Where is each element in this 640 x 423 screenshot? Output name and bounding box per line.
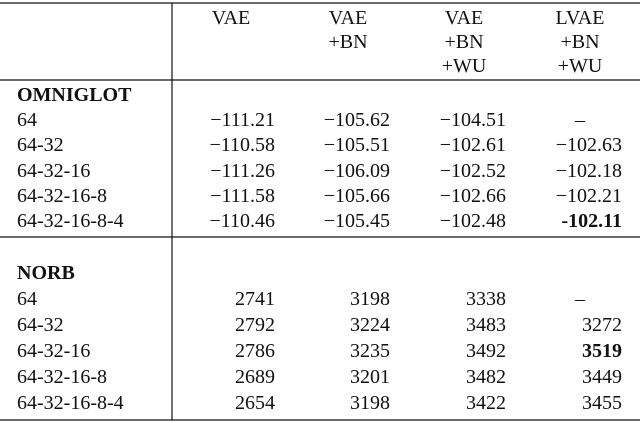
row-label: 64-32-16-8-4 (17, 392, 124, 414)
cell: −111.58 (210, 184, 275, 207)
cell: 3483 (466, 314, 506, 336)
cell: 2689 (235, 366, 275, 388)
cell: – (575, 288, 585, 310)
cell: 3519 (582, 340, 622, 362)
cell: −102.66 (439, 184, 506, 207)
row-label: 64-32-16 (17, 159, 91, 182)
column-header: VAE (211, 7, 251, 29)
column-header: +BN (560, 31, 600, 53)
cell: – (575, 109, 585, 131)
cell: 2741 (235, 288, 275, 310)
column-header: LVAE (555, 7, 605, 29)
cell: 3422 (466, 392, 506, 414)
section-title: NORB (17, 262, 75, 284)
cell: 3198 (350, 392, 390, 414)
cell: 3198 (350, 288, 390, 310)
cell: −102.48 (439, 210, 506, 233)
cell: 3272 (582, 314, 622, 336)
row-label: 64-32-16-8 (17, 366, 107, 388)
cell: −110.58 (209, 134, 275, 157)
cell: −110.46 (209, 210, 275, 233)
column-header: +BN (444, 31, 484, 53)
cell: −102.61 (439, 134, 506, 157)
cell: −102.21 (555, 184, 622, 207)
cell: −102.52 (439, 159, 506, 182)
cell: −111.21 (210, 109, 275, 131)
row-label: 64-32-16-8-4 (17, 210, 124, 233)
row-label: 64-32-16-8 (17, 184, 107, 207)
column-header: +WU (557, 55, 603, 77)
cell: −104.51 (439, 109, 506, 131)
column-header: +WU (441, 55, 487, 77)
column-header: VAE (328, 7, 368, 29)
section-title: OMNIGLOT (17, 84, 132, 106)
cell: 3492 (466, 340, 506, 362)
cell: −102.63 (555, 134, 622, 157)
row-label: 64-32 (17, 314, 64, 336)
cell: 3224 (350, 314, 390, 336)
cell: 2654 (235, 392, 275, 414)
cell: 3455 (582, 392, 622, 414)
cell: −105.62 (323, 109, 390, 131)
cell: 3482 (466, 366, 506, 388)
row-label: 64-32 (17, 134, 64, 157)
cell: 3201 (350, 366, 390, 388)
column-header: VAE (444, 7, 484, 29)
cell: 3449 (582, 366, 622, 388)
cell: −105.51 (323, 134, 390, 157)
cell: 3338 (466, 288, 506, 310)
row-label: 64 (17, 288, 37, 310)
cell: −106.09 (323, 159, 390, 182)
cell: −105.66 (323, 184, 390, 207)
row-label: 64-32-16 (17, 340, 91, 362)
cell: 3235 (350, 340, 390, 362)
cell: -102.11 (561, 210, 622, 233)
cell: 2786 (235, 340, 275, 362)
cell: 2792 (235, 314, 275, 336)
cell: −105.45 (323, 210, 390, 233)
row-label: 64 (17, 109, 37, 131)
cell: −102.18 (555, 159, 622, 182)
cell: −111.26 (210, 159, 275, 182)
column-header: +BN (328, 31, 368, 53)
